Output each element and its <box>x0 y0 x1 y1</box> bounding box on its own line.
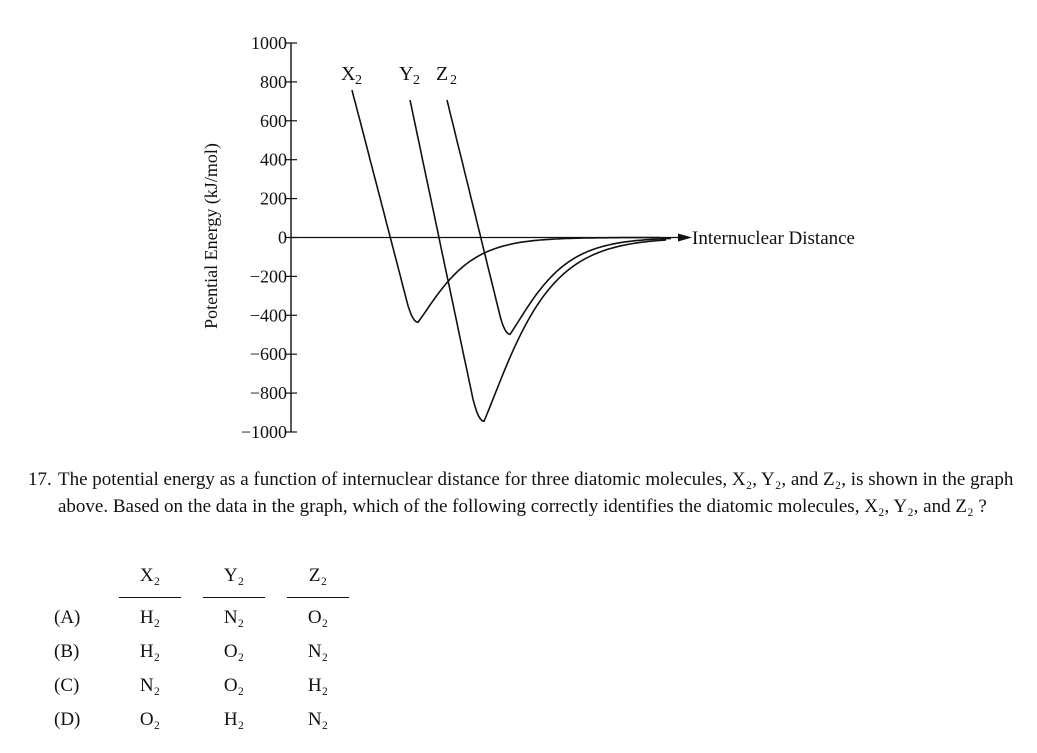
y-tick-label: −200 <box>250 266 287 286</box>
choice-cell: N₂ <box>307 709 329 730</box>
choice-label: (A) <box>54 607 81 628</box>
choice-cell: H₂ <box>223 709 245 730</box>
y-ticks: 1000 800 600 400 200 0 −200 −400 −600 −800 −1000 <box>241 33 297 442</box>
choice-cell: O₂ <box>223 675 245 696</box>
y-tick-label: 1000 <box>251 33 287 53</box>
choice-cell: H₂ <box>307 675 329 696</box>
choice-cell: N₂ <box>307 641 329 662</box>
curve-x2 <box>351 89 660 324</box>
column-header-underline <box>119 597 181 598</box>
y-tick-label: 600 <box>260 111 287 131</box>
column-header-underline <box>287 597 349 598</box>
y-tick-label: 800 <box>260 72 287 92</box>
question-text: The potential energy as a function of in… <box>58 469 1014 517</box>
y-tick-label: 400 <box>260 150 287 170</box>
y-tick-label: −400 <box>250 305 287 325</box>
curve-label-z2: Z <box>436 63 448 85</box>
choice-cell: H₂ <box>139 641 161 662</box>
choice-cell: O₂ <box>223 641 245 662</box>
column-header: Z₂ <box>308 565 328 586</box>
curve-label-y2: Y <box>399 63 413 85</box>
y-tick-label: −800 <box>250 383 287 403</box>
choice-label: (D) <box>54 709 81 730</box>
curve-label-subscript: 2 <box>355 73 362 88</box>
choice-cell: O₂ <box>139 709 161 730</box>
x-axis-label: Internuclear Distance <box>692 228 855 249</box>
curve-label-subscript: 2 <box>413 73 420 88</box>
curve-y2 <box>409 99 667 423</box>
choice-cell: H₂ <box>139 607 161 628</box>
y-tick-label: −1000 <box>241 422 287 442</box>
column-header: Y₂ <box>223 565 245 586</box>
y-tick-label: 200 <box>260 189 287 209</box>
choice-label: (C) <box>54 675 80 696</box>
choice-cell: O₂ <box>307 607 329 628</box>
curves <box>351 89 672 423</box>
column-header: X₂ <box>139 565 161 586</box>
choice-cell: N₂ <box>223 607 245 628</box>
curve-label-x2: X <box>341 63 356 85</box>
y-axis-label: Potential Energy (kJ/mol) <box>201 143 222 329</box>
curve-label-subscript: 2 <box>450 73 457 88</box>
x-axis-arrowhead <box>678 233 692 242</box>
column-header-underline <box>203 597 265 598</box>
choice-label: (B) <box>54 641 80 662</box>
question: 17. The potential energy as a function o… <box>28 466 1018 520</box>
choice-cell: N₂ <box>139 675 161 696</box>
curve-z2 <box>446 99 672 336</box>
potential-energy-chart: Potential Energy (kJ/mol) 1000 800 600 400 2… <box>201 33 855 442</box>
y-tick-label: 0 <box>278 228 287 248</box>
question-number: 17. <box>28 469 52 490</box>
y-tick-label: −600 <box>250 344 287 364</box>
